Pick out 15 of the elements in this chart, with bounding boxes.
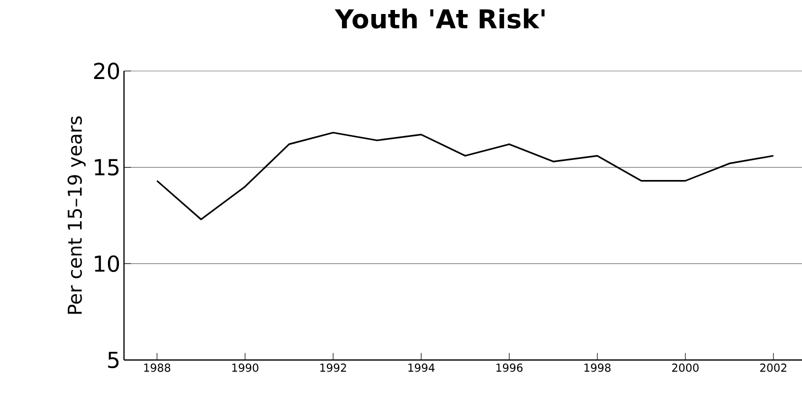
y-axis-title: Per cent 15–19 years [68, 116, 86, 314]
y-tick-label: 10 [94, 255, 119, 272]
x-tick-label: 1994 [408, 364, 435, 372]
chart-title: Youth 'At Risk' [334, 8, 545, 29]
y-tick-label: 5 [108, 352, 119, 368]
x-tick-label: 1992 [320, 364, 346, 372]
y-tick-label: 15 [94, 159, 119, 176]
x-tick-label: 1988 [144, 364, 170, 372]
line-series [156, 132, 774, 220]
x-tick-label: 2002 [760, 364, 786, 372]
x-tick-label: 1998 [584, 364, 611, 372]
x-tick-label: 2000 [672, 364, 699, 372]
y-tick-label: 20 [94, 62, 119, 80]
x-tick-label: 1990 [232, 364, 258, 372]
x-tick-label: 1996 [496, 364, 523, 372]
